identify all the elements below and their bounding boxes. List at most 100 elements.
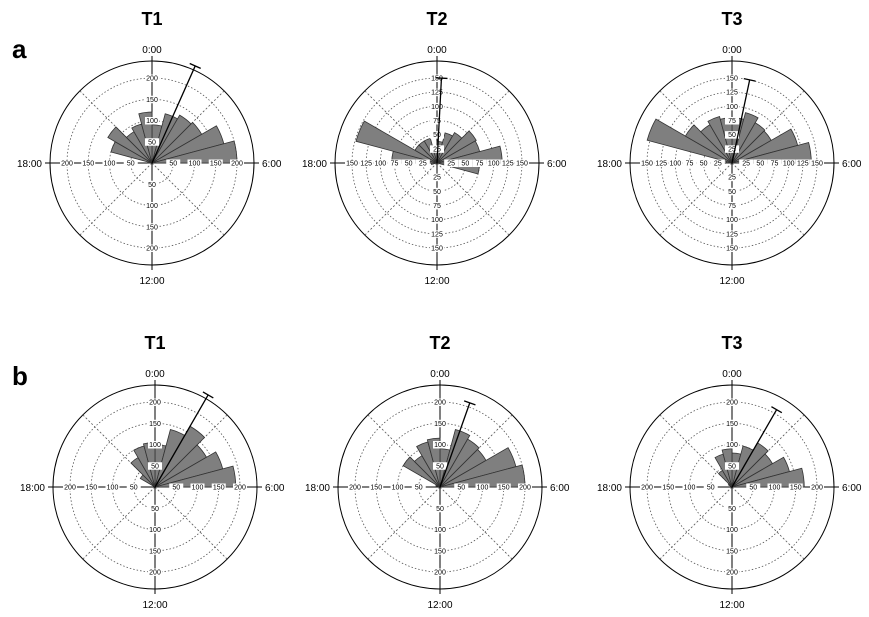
tick-label-bg bbox=[433, 568, 447, 576]
grid-spoke bbox=[731, 486, 805, 560]
panel-title: T2 bbox=[426, 9, 447, 29]
tick-label: 200 bbox=[146, 76, 158, 83]
tick-label-bg bbox=[123, 159, 138, 167]
tick-label-bg bbox=[145, 223, 159, 231]
tick-label-bg bbox=[475, 483, 490, 491]
grid-spoke bbox=[82, 486, 156, 560]
mean-vector bbox=[731, 79, 751, 164]
tick-label-bg bbox=[60, 159, 74, 167]
tick-label: 50 bbox=[148, 182, 156, 189]
tick-label-bg bbox=[433, 441, 447, 449]
tick-label-bg bbox=[233, 483, 247, 491]
tick-label: 125 bbox=[431, 90, 443, 97]
tick-label-bg bbox=[682, 159, 697, 167]
tick-label: 25 bbox=[419, 161, 427, 168]
mean-vector-cap bbox=[771, 406, 783, 414]
tick-label-bg bbox=[166, 159, 181, 167]
tick-label-bg bbox=[472, 159, 487, 167]
rose-sector bbox=[436, 130, 477, 164]
tick-label-bg bbox=[795, 159, 810, 167]
hour-label-bottom: 12:00 bbox=[719, 276, 744, 287]
hour-label-bottom: 12:00 bbox=[139, 276, 164, 287]
grid-spoke bbox=[367, 486, 441, 560]
tick-label: 50 bbox=[151, 463, 159, 470]
tick-label-bg bbox=[430, 202, 444, 210]
hour-label-bottom: 12:00 bbox=[142, 600, 167, 611]
tick-label-bg bbox=[433, 462, 447, 470]
tick-label-bg bbox=[725, 547, 739, 555]
tick-label: 150 bbox=[149, 421, 161, 428]
hour-label-top: 0:00 bbox=[722, 45, 742, 56]
tick-label: 100 bbox=[477, 485, 489, 492]
tick-label-bg bbox=[369, 483, 384, 491]
tick-label-bg bbox=[725, 568, 739, 576]
rose-panel-b-t1: T1 50 50 50 50 100 100 100 100 150 150 150 150 200 200… bbox=[20, 333, 285, 611]
tick-label-bg bbox=[486, 159, 501, 167]
hour-label-right: 6:00 bbox=[842, 159, 862, 170]
tick-label-bg bbox=[810, 159, 824, 167]
hour-label-top: 0:00 bbox=[142, 45, 162, 56]
tick-label-bg bbox=[430, 88, 444, 97]
tick-label: 50 bbox=[436, 506, 444, 513]
tick-label: 125 bbox=[726, 90, 738, 97]
tick-label: 150 bbox=[146, 97, 158, 104]
tick-label-bg bbox=[105, 483, 120, 491]
grid-spoke bbox=[436, 162, 510, 236]
tick-label-bg bbox=[640, 159, 654, 167]
row-label-a: a bbox=[12, 34, 27, 64]
tick-label-bg bbox=[739, 159, 754, 167]
rose-sector bbox=[107, 126, 153, 164]
tick-label: 150 bbox=[434, 548, 446, 555]
grid-spoke bbox=[731, 162, 805, 236]
tick-label: 75 bbox=[391, 161, 399, 168]
grid-spoke bbox=[659, 162, 733, 236]
hour-label-top: 0:00 bbox=[722, 369, 742, 380]
tick-label: 150 bbox=[146, 224, 158, 231]
tick-label: 200 bbox=[434, 570, 446, 577]
tick-label: 150 bbox=[726, 548, 738, 555]
mean-vector-cap bbox=[202, 391, 214, 399]
tick-label-bg bbox=[430, 102, 444, 111]
mean-vector bbox=[151, 65, 196, 164]
tick-label: 100 bbox=[684, 485, 696, 492]
tick-label-bg bbox=[725, 244, 739, 252]
tick-label-bg bbox=[710, 159, 725, 167]
tick-label: 125 bbox=[797, 161, 809, 168]
tick-label-bg bbox=[725, 145, 739, 153]
tick-label-bg bbox=[430, 216, 444, 224]
tick-label-bg bbox=[433, 547, 447, 555]
tick-label: 150 bbox=[149, 548, 161, 555]
tick-label-bg bbox=[725, 202, 739, 210]
tick-label: 150 bbox=[662, 485, 674, 492]
tick-label: 150 bbox=[346, 161, 358, 168]
tick-label-bg bbox=[102, 159, 117, 167]
tick-label-bg bbox=[148, 441, 162, 449]
tick-label-bg bbox=[781, 159, 796, 167]
tick-label-bg bbox=[348, 483, 362, 491]
tick-label-bg bbox=[148, 419, 162, 428]
tick-label: 50 bbox=[148, 139, 156, 146]
tick-label-bg bbox=[654, 159, 669, 167]
tick-label-bg bbox=[725, 102, 739, 111]
mean-vector-cap bbox=[435, 77, 448, 80]
tick-label-bg bbox=[788, 483, 803, 491]
tick-label: 150 bbox=[434, 421, 446, 428]
tick-label: 125 bbox=[502, 161, 514, 168]
tick-label: 75 bbox=[433, 118, 441, 125]
tick-label-bg bbox=[148, 462, 162, 470]
hour-label-left: 18:00 bbox=[302, 159, 327, 170]
tick-label-bg bbox=[661, 483, 676, 491]
tick-label: 75 bbox=[771, 161, 779, 168]
panel-title: T3 bbox=[721, 333, 742, 353]
tick-label: 100 bbox=[431, 104, 443, 111]
tick-label-bg bbox=[145, 180, 159, 189]
grid-spoke bbox=[79, 162, 153, 236]
grid-spoke bbox=[659, 486, 733, 560]
tick-label-bg bbox=[345, 159, 359, 167]
tick-label: 200 bbox=[234, 485, 246, 492]
tick-label: 50 bbox=[756, 161, 764, 168]
tick-label: 150 bbox=[370, 485, 382, 492]
tick-label-bg bbox=[433, 398, 447, 406]
tick-label-bg bbox=[145, 138, 159, 146]
panel-title: T2 bbox=[429, 333, 450, 353]
